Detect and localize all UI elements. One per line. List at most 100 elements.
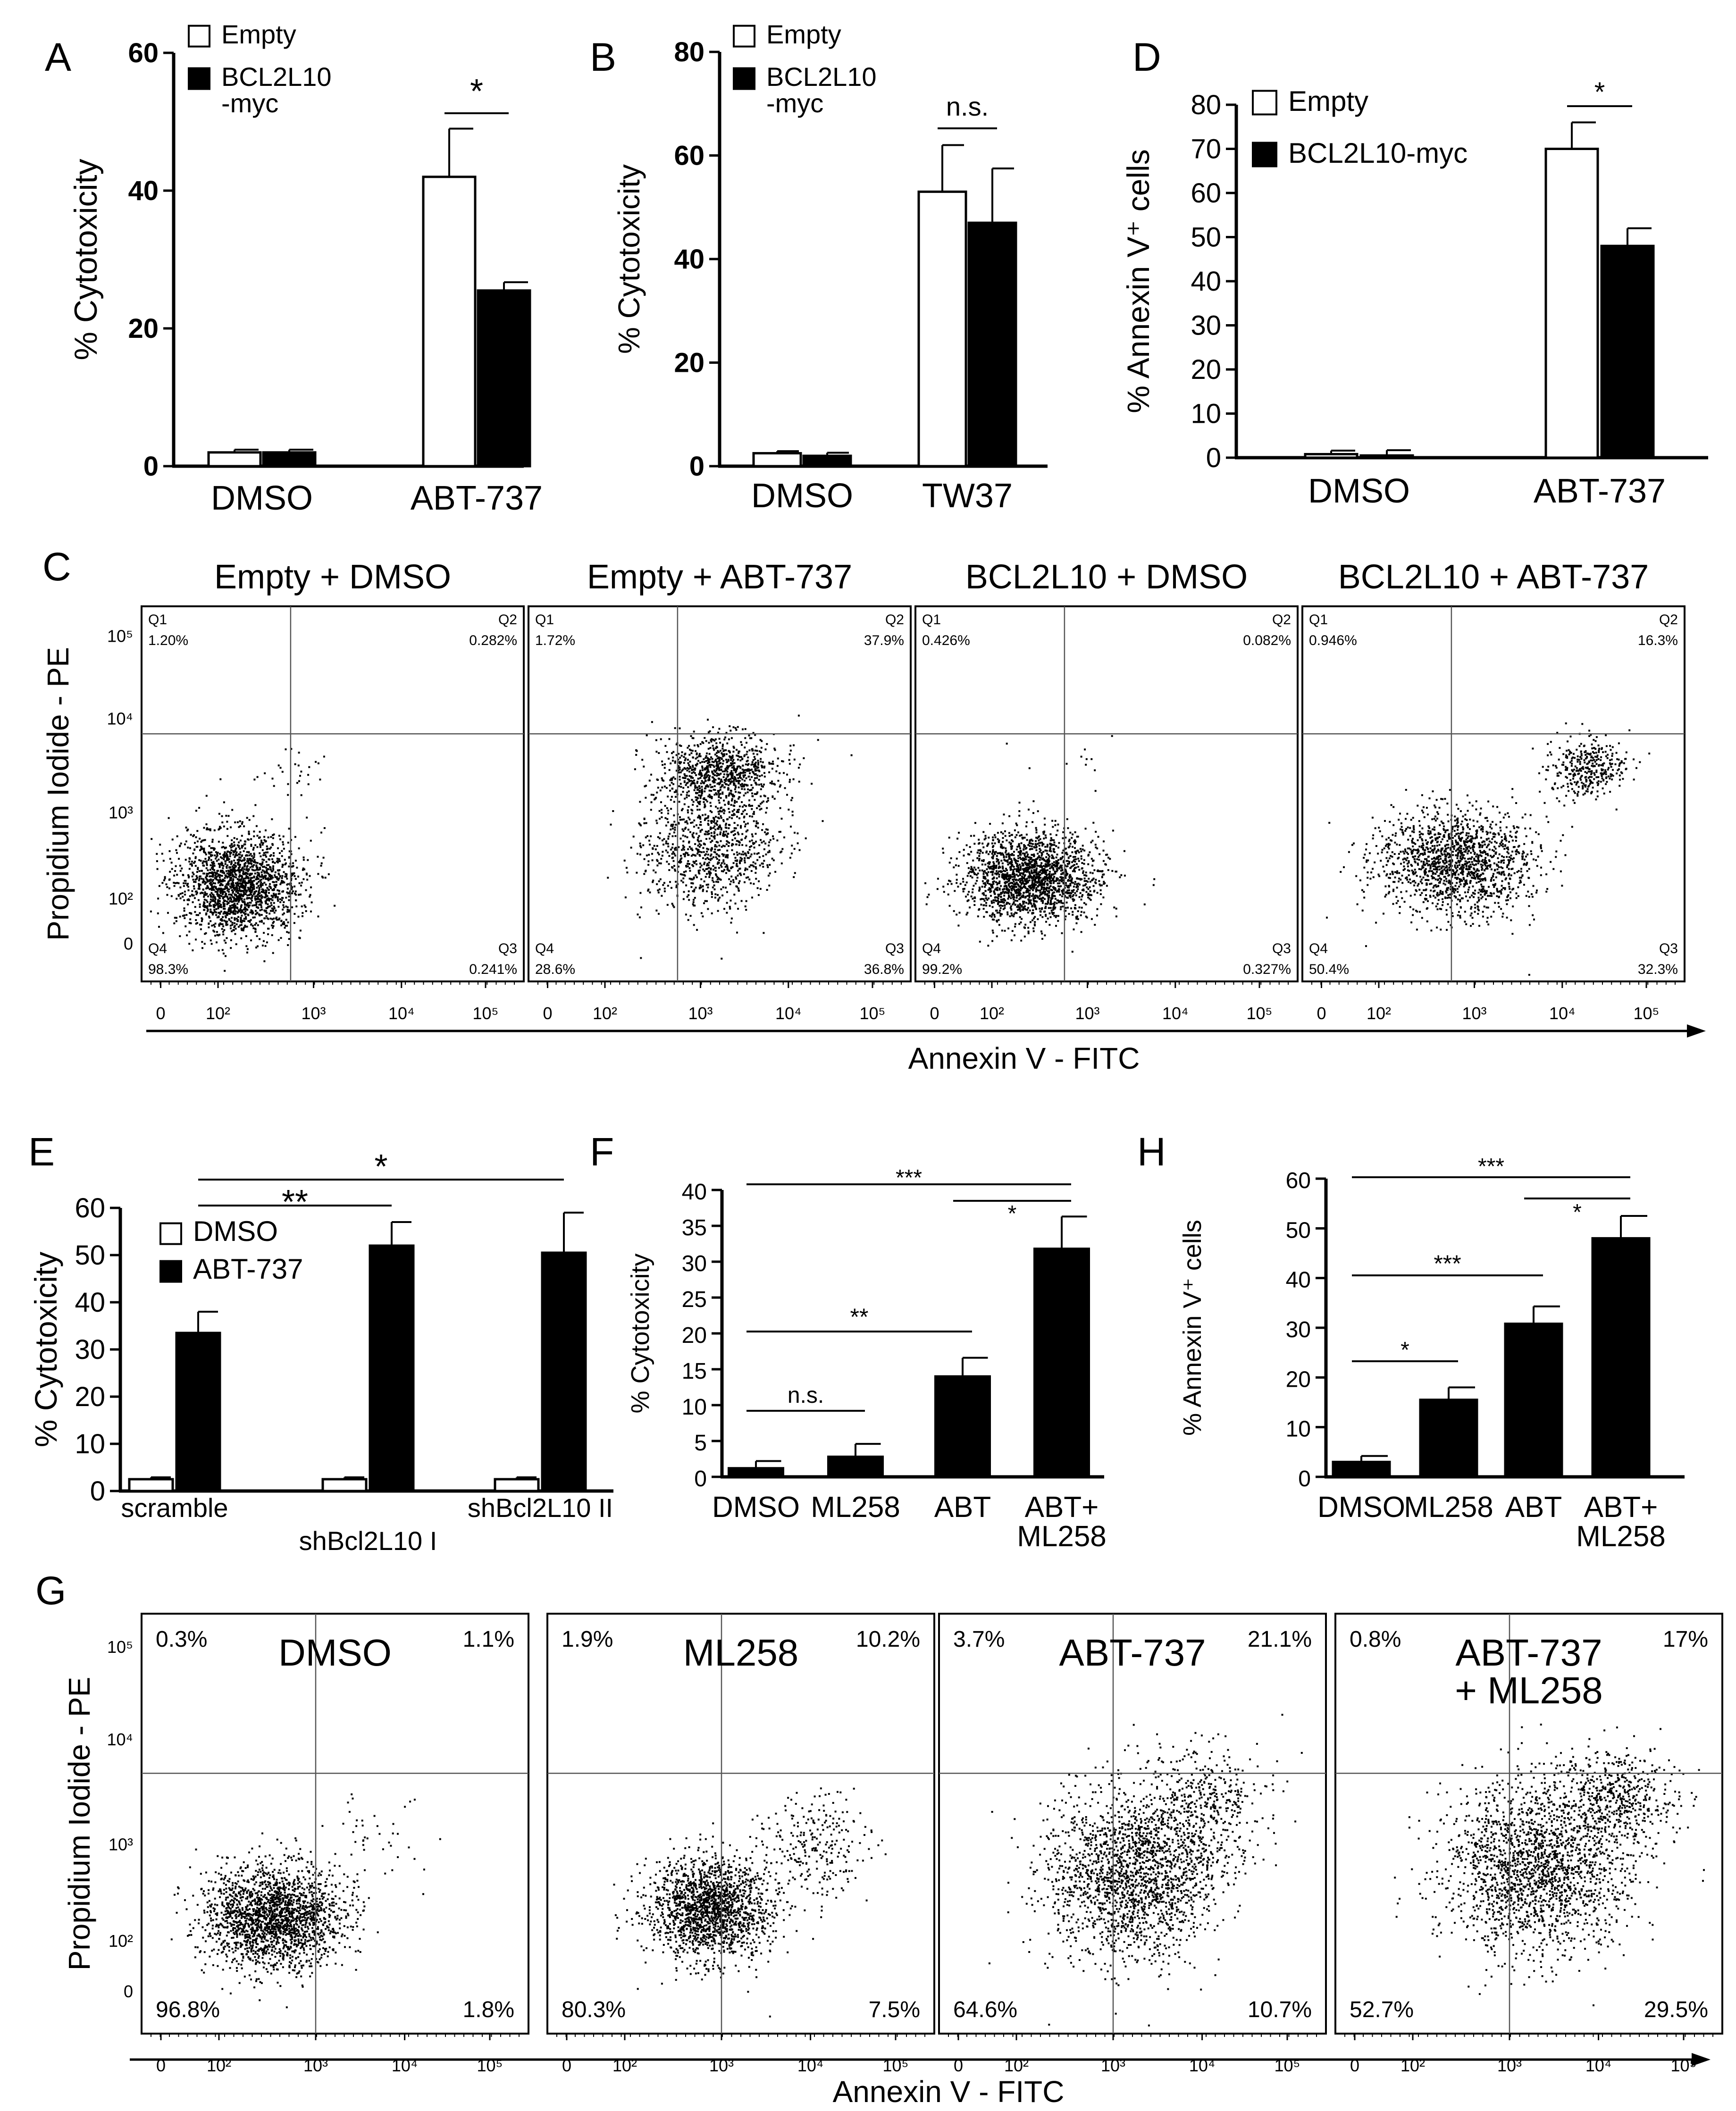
text-line: ABT+ — [1584, 1491, 1658, 1524]
y-axis-title: Propidium Iodide - PE — [62, 1677, 96, 1971]
chart-D: 0 10 20 30 40 50 60 70 80 % Annexin V⁺ cells DMSO A… — [1121, 77, 1708, 510]
plot-frame — [1301, 605, 1686, 982]
text-line: 0 — [930, 1004, 939, 1023]
text-line: 0 — [124, 934, 133, 954]
bar — [1591, 1237, 1651, 1478]
category-label: ABT — [934, 1491, 991, 1524]
text-line: 0 — [694, 1466, 707, 1491]
y-tick-label: 10² — [109, 889, 133, 908]
significance-label: * — [1573, 1200, 1582, 1225]
text-line: 10⁵ — [1634, 1004, 1660, 1023]
y-tick-label: 60 — [128, 38, 159, 68]
category-label: DMSO — [712, 1491, 800, 1524]
x-tick-label: 10⁴ — [775, 1004, 802, 1023]
y-axis-title: Propidium Iodide - PE — [41, 647, 75, 941]
text-line: 37.9% — [864, 633, 904, 648]
text-line: 98.3% — [148, 962, 188, 977]
quadrant-value: 36.8% — [864, 962, 904, 977]
text-line: 40 — [1286, 1268, 1311, 1293]
significance-label: n.s. — [946, 92, 989, 121]
text-line: 20 — [1286, 1367, 1311, 1392]
quadrant-value: 52.7% — [1350, 1997, 1414, 2022]
text-line: Q3 — [498, 941, 517, 956]
text-line: -myc — [766, 88, 823, 118]
text-line: 0.8% — [1350, 1627, 1401, 1652]
quadrant-value: 29.5% — [1644, 1997, 1708, 2022]
text-line: 16.3% — [1638, 633, 1678, 648]
y-axis-title: % Annexin V⁺ cells — [1121, 149, 1156, 413]
quadrant-value: 96.8% — [156, 1997, 220, 2022]
quadrant-name: Q4 — [922, 941, 941, 956]
legend-swatch — [1252, 90, 1277, 116]
quadrant-name: Q3 — [498, 941, 517, 956]
text-line: *** — [1478, 1154, 1504, 1179]
text-line: 20 — [682, 1323, 707, 1348]
significance-label: * — [470, 73, 483, 110]
category-label: TW37 — [922, 477, 1013, 515]
event-dots — [613, 1787, 887, 2018]
y-tick-label: 20 — [1286, 1367, 1311, 1392]
text-line: 1.20% — [148, 633, 188, 648]
y-tick-label: 10⁵ — [107, 1637, 133, 1657]
panel-letter-F: F — [590, 1130, 614, 1174]
quadrant-value: 80.3% — [562, 1997, 626, 2022]
quadrant-value: 3.7% — [953, 1627, 1005, 1652]
text-line: 0 — [689, 451, 704, 482]
quadrant-name: Q1 — [922, 612, 941, 628]
legend-label: Empty — [221, 19, 296, 49]
legend-label: BCL2L10-myc — [221, 62, 332, 118]
bar — [207, 451, 262, 468]
text-line: 0.082% — [1243, 633, 1291, 648]
quadrant-name: Q4 — [1309, 941, 1328, 956]
text-line: 10⁵ — [107, 627, 133, 646]
text-line: TW37 — [922, 477, 1013, 515]
legend-swatch — [188, 25, 210, 48]
text-line: shBcl2L10 II — [468, 1493, 613, 1523]
quadrant-value: 32.3% — [1638, 962, 1678, 977]
significance-label: *** — [1434, 1250, 1461, 1277]
quadrant-value: 10.2% — [856, 1627, 920, 1652]
flow-plot: Q1 0.946% Q2 16.3% Q4 50.4% Q3 32.3% 0 10² 10³ 10⁴ 1… — [1301, 605, 1686, 1023]
category-label: DMSO — [1317, 1491, 1405, 1524]
text-line: * — [1573, 1200, 1582, 1225]
text-line: 0 — [124, 1982, 133, 2001]
quadrant-value: 0.8% — [1350, 1627, 1401, 1652]
y-axis-title: % Cytotoxicity — [28, 1252, 63, 1447]
y-tick-label: 30 — [75, 1334, 105, 1365]
category-label: DMSO — [751, 477, 853, 515]
panel-letter-A: A — [45, 35, 71, 79]
text-line: ** — [850, 1304, 869, 1330]
legend-swatch — [733, 67, 755, 90]
quadrant-value: 1.9% — [562, 1627, 613, 1652]
category-label: DMSO — [211, 479, 313, 517]
text-line: Q4 — [535, 941, 554, 956]
x-tick-label: 10² — [1367, 1004, 1391, 1023]
text-line: ABT — [1505, 1491, 1562, 1524]
text-line: 99.2% — [922, 962, 962, 977]
text-line: 0 — [156, 1004, 165, 1023]
significance-label: * — [1008, 1201, 1017, 1226]
text-line: A — [45, 35, 71, 79]
text-line: 0 — [1206, 443, 1221, 473]
y-tick-label: 0 — [1206, 443, 1221, 473]
quadrant-name: Q2 — [1272, 612, 1291, 628]
chart-A: 0 20 40 60 % Cytotoxicity DMSO ABT-737 Empty BCL… — [68, 19, 543, 517]
quadrant-name: Q3 — [1272, 941, 1291, 956]
x-tick-label: 10³ — [301, 1004, 326, 1023]
text-line: 0 — [1317, 1004, 1326, 1023]
legend-swatch — [159, 1222, 182, 1245]
text-line: 40 — [128, 176, 159, 206]
text-line: 10 — [682, 1395, 707, 1420]
text-line: Annexin V - FITC — [833, 2075, 1065, 2109]
text-line: ML258 — [1576, 1520, 1666, 1553]
text-line: + ML258 — [1455, 1669, 1603, 1711]
x-tick-label: 10³ — [688, 1004, 713, 1023]
text-line: Q3 — [1659, 941, 1678, 956]
x-tick-label: 10⁵ — [860, 1004, 886, 1023]
significance-label: * — [1594, 77, 1605, 108]
bar — [1359, 454, 1414, 459]
y-tick-label: 10³ — [109, 1835, 133, 1854]
text-line: 10³ — [109, 1835, 133, 1854]
